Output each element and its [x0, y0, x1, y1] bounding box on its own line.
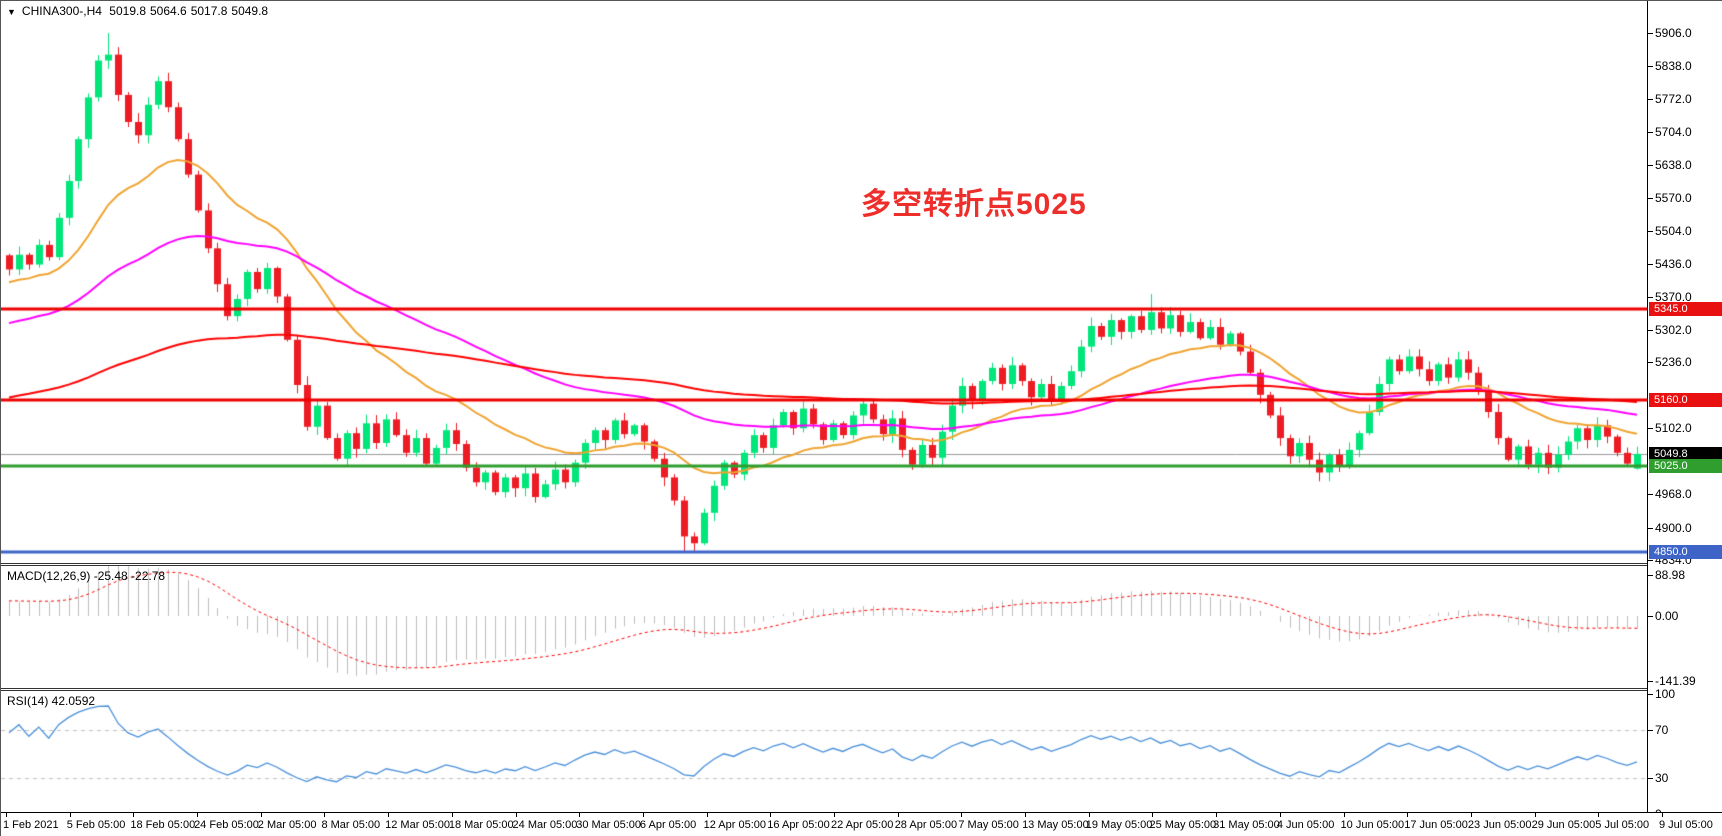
price-tick-5906.0: 5906.0: [1648, 26, 1692, 40]
time-label-24-Feb-05-00: 24 Feb 05:00: [194, 819, 259, 831]
time-label-2-Mar-05-00: 2 Mar 05:00: [257, 819, 317, 831]
price-tick-5436.0: 5436.0: [1648, 257, 1692, 272]
time-tick: [1598, 813, 1600, 817]
price-tick-5772.0: 5772.0: [1648, 91, 1692, 106]
price-tick-4968.0: 4968.0: [1648, 487, 1692, 502]
bar-high-value: 5064.6: [150, 4, 187, 18]
time-tick: [1152, 813, 1154, 817]
time-label-10-Jun-05-00: 10 Jun 05:00: [1340, 819, 1405, 831]
time-tick: [69, 813, 71, 817]
price-tick-5370.0: 5370.0: [1648, 289, 1692, 304]
time-label-17-Jun-05-00: 17 Jun 05:00: [1404, 819, 1468, 831]
price-badge-5345.0: 5345.0: [1649, 301, 1722, 316]
time-tick: [1088, 813, 1090, 817]
bar-open-value: 5019.8: [109, 4, 146, 18]
price-tick-5704.0: 5704.0: [1648, 125, 1692, 140]
rsi-tick-30: 30: [1647, 771, 1669, 785]
time-label-5-Feb-05-00: 5 Feb 05:00: [66, 819, 126, 831]
time-tick: [451, 813, 453, 817]
time-tick: [642, 813, 644, 817]
price-macd-separator[interactable]: [1, 563, 1722, 566]
price-tick-5638.0: 5638.0: [1648, 157, 1692, 172]
bar-close-value: 5049.8: [231, 4, 269, 18]
time-tick: [1343, 813, 1345, 817]
price-badge-5025.0: 5025.0: [1649, 459, 1722, 474]
time-tick: [961, 813, 963, 817]
bar-low-value: 5017.8: [190, 4, 228, 18]
time-label-12-Apr-05-00: 12 Apr 05:00: [703, 819, 766, 831]
time-tick: [579, 813, 581, 817]
time-tick: [1470, 813, 1472, 817]
time-tick: [324, 813, 326, 817]
time-tick: [834, 813, 835, 817]
time-label-9-Jul-05-00: 9 Jul 05:00: [1659, 819, 1713, 831]
time-label-6-Apr-05-00: 6 Apr 05:00: [639, 819, 697, 831]
time-label-5-Jul-05-00: 5 Jul 05:00: [1595, 819, 1650, 831]
price-badge-4850.0: 4850.0: [1649, 545, 1722, 560]
time-tick: [6, 813, 7, 817]
time-tick: [770, 813, 772, 817]
price-chart-canvas[interactable]: [1, 1, 1647, 564]
price-tick-5570.0: 5570.0: [1648, 191, 1692, 206]
time-label-18-Feb-05-00: 18 Feb 05:00: [130, 819, 196, 831]
macd-panel-canvas[interactable]: [1, 566, 1647, 689]
time-tick: [197, 813, 199, 817]
rsi-panel-canvas[interactable]: [1, 691, 1647, 812]
time-tick: [260, 813, 262, 817]
price-badge-5160.0: 5160.0: [1649, 392, 1722, 407]
price-badge-5049.8: 5049.8: [1649, 446, 1722, 461]
time-label-22-Apr-05-00: 22 Apr 05:00: [831, 819, 894, 831]
price-tick-5838.0: 5838.0: [1648, 59, 1692, 74]
time-tick: [133, 813, 135, 817]
time-label-23-Jun-05-00: 23 Jun 05:00: [1467, 819, 1532, 831]
time-label-25-May-05-00: 25 May 05:00: [1149, 819, 1217, 831]
time-tick: [1025, 813, 1027, 817]
price-tick-5236.0: 5236.0: [1648, 355, 1692, 370]
time-label-18-Mar-05-00: 18 Mar 05:00: [448, 819, 514, 831]
macd-tick--141.39: -141.39: [1648, 674, 1696, 688]
rsi-tick-100: 100: [1647, 687, 1676, 701]
time-label-31-May-05-00: 31 May 05:00: [1213, 819, 1280, 831]
time-label-16-Apr-05-00: 16 Apr 05:00: [767, 819, 830, 831]
macd-rsi-separator[interactable]: [1, 688, 1722, 691]
time-label-8-Mar-05-00: 8 Mar 05:00: [321, 819, 381, 831]
price-tick-4900.0: 4900.0: [1648, 520, 1692, 535]
time-tick: [515, 813, 517, 817]
time-label-7-May-05-00: 7 May 05:00: [958, 819, 1019, 831]
price-tick-5504.0: 5504.0: [1648, 223, 1692, 238]
time-label-30-Mar-05-00: 30 Mar 05:00: [576, 819, 642, 831]
time-label-4-Jun-05-00: 4 Jun 05:00: [1276, 819, 1335, 831]
time-tick: [1662, 813, 1663, 817]
time-tick: [1534, 813, 1536, 817]
price-tick-5302.0: 5302.0: [1648, 322, 1692, 337]
time-label-24-Mar-05-00: 24 Mar 05:00: [512, 819, 578, 831]
price-tick-5102.0: 5102.0: [1648, 421, 1692, 436]
time-label-1-Feb-2021: 1 Feb 2021: [3, 819, 59, 831]
symbol-info-line: ▼ CHINA300-,H4 5019.8 5064.6 5017.8 5049.8: [7, 4, 272, 18]
time-tick: [388, 813, 390, 817]
rsi-indicator-label: RSI(14) 42.0592: [7, 694, 96, 708]
symbol-dropdown-icon[interactable]: ▼: [7, 7, 16, 17]
time-axis[interactable]: 1 Feb 2021 5 Feb 05:00 18 Feb 05:00 24 Feb …: [1, 812, 1722, 836]
chart-annotation-text: 多空转折点5025: [861, 188, 1087, 221]
time-label-19-May-05-00: 19 May 05:00: [1085, 819, 1153, 831]
time-tick: [897, 813, 899, 817]
price-axis[interactable]: 5906.0 5838.0 5772.0 5704.0 5638.0 5570.0 5504…: [1647, 1, 1722, 821]
time-label-28-Apr-05-00: 28 Apr 05:00: [894, 819, 958, 831]
time-tick: [1407, 813, 1409, 817]
time-tick: [1279, 813, 1281, 817]
time-tick: [706, 813, 708, 817]
rsi-tick-70: 70: [1647, 723, 1669, 737]
macd-tick-88.98: 88.98: [1647, 568, 1686, 582]
macd-tick-0.00: 0.00: [1647, 608, 1679, 623]
symbol-name: CHINA300-,H4: [21, 4, 102, 18]
time-label-29-Jun-05-00: 29 Jun 05:00: [1531, 819, 1596, 831]
time-label-13-May-05-00: 13 May 05:00: [1022, 819, 1089, 831]
time-label-12-Mar-05-00: 12 Mar 05:00: [385, 819, 450, 831]
macd-indicator-label: MACD(12,26,9) -25.48 -22.78: [7, 569, 166, 583]
time-tick: [1216, 813, 1218, 817]
